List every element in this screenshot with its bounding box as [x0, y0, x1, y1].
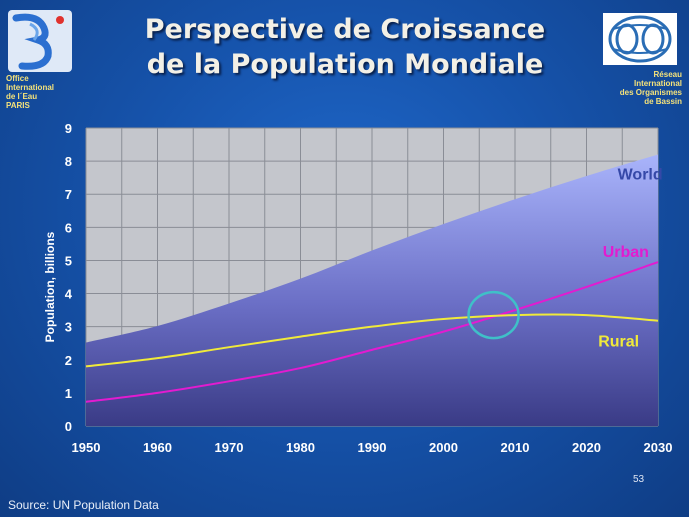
crossover-circle: [467, 290, 520, 340]
y-tick-label: 1: [65, 386, 72, 401]
x-tick-label: 2010: [501, 440, 530, 455]
y-tick-label: 0: [65, 419, 72, 434]
y-tick-label: 5: [65, 253, 72, 268]
org-right-line: des Organismes: [619, 88, 682, 97]
y-tick-label: 9: [65, 121, 72, 136]
y-tick-label: 4: [65, 287, 73, 302]
x-tick-label: 1980: [286, 440, 315, 455]
org-right-line: de Bassin: [644, 97, 682, 106]
series-labels: World Urban Rural: [598, 166, 662, 350]
title-line-2: de la Population Mondiale: [146, 49, 544, 80]
org-left-line: de l´Eau: [6, 92, 38, 101]
x-tick-label: 2000: [429, 440, 458, 455]
org-right-label: Réseau International des Organismes de B…: [582, 70, 682, 106]
series-lines: [85, 261, 659, 403]
series-label-urban: Urban: [603, 244, 649, 261]
y-tick-label: 6: [65, 220, 72, 235]
y-tick-label: 2: [65, 353, 72, 368]
slide-title: Perspective de Croissance de la Populati…: [120, 12, 570, 82]
y-tick-label: 8: [65, 154, 72, 169]
x-tick-label: 1960: [143, 440, 172, 455]
series-label-world: World: [618, 166, 663, 183]
world-area: [86, 154, 658, 426]
x-tick-label: 1990: [358, 440, 387, 455]
y-tick-label: 7: [65, 187, 72, 202]
org-left-line: Office: [6, 74, 29, 83]
org-left-line: PARIS: [6, 101, 30, 110]
org-right-line: International: [633, 79, 682, 88]
org-right-line: Réseau: [653, 70, 682, 79]
y-tick-label: 3: [65, 320, 72, 335]
org-left-label: Office International de l´Eau PARIS: [6, 74, 96, 110]
x-tick-label: 2030: [644, 440, 673, 455]
title-line-1: Perspective de Croissance: [144, 14, 546, 45]
x-tick-label: 2020: [572, 440, 601, 455]
y-axis-label: Population, billions: [43, 231, 57, 342]
axis-ticks: 0 1 2 3 4 5 6 7 8 9 1950 1960 1970 1980 1990 2000 2010 20…: [65, 121, 673, 455]
office-international-eau-logo: [8, 10, 72, 72]
x-tick-label: 1950: [72, 440, 101, 455]
page-number: 53: [633, 474, 645, 485]
x-tick-label: 1970: [215, 440, 244, 455]
source-note: Source: UN Population Data: [8, 498, 159, 512]
riob-globe-logo: [603, 13, 677, 65]
org-left-line: International: [6, 83, 55, 92]
series-line-rural: [85, 313, 659, 368]
series-line-urban: [85, 261, 659, 403]
series-label-rural: Rural: [598, 334, 639, 351]
